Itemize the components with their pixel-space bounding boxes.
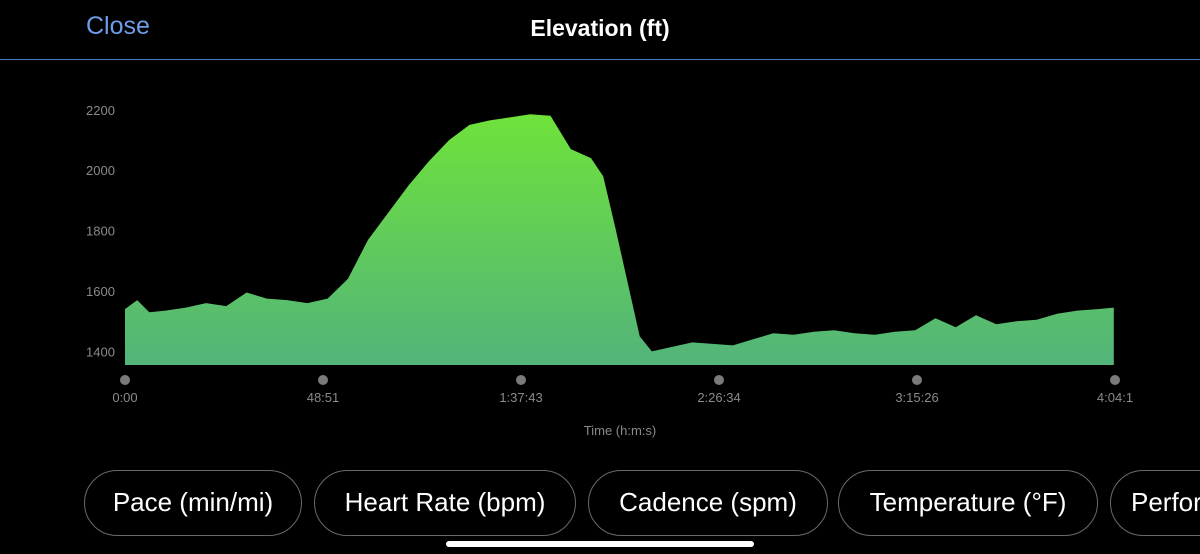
- performance-condition-pill[interactable]: Performance Condition: [1110, 470, 1200, 536]
- x-tick-dot: [516, 375, 526, 385]
- y-axis: 1400 1600 1800 2000 2200: [86, 103, 115, 360]
- x-tick-label: 0:00: [112, 390, 137, 405]
- x-tick-dot: [1110, 375, 1120, 385]
- close-button[interactable]: Close: [86, 12, 150, 40]
- metric-selector: Pace (min/mi) Heart Rate (bpm) Cadence (…: [0, 470, 1200, 540]
- x-tick-label: 4:04:1: [1097, 390, 1133, 405]
- x-tick-label: 3:15:26: [895, 390, 938, 405]
- x-tick-dot: [912, 375, 922, 385]
- heart-rate-pill[interactable]: Heart Rate (bpm): [314, 470, 576, 536]
- x-tick-dot: [120, 375, 130, 385]
- x-tick-label: 1:37:43: [499, 390, 542, 405]
- home-indicator: [446, 541, 754, 547]
- y-tick-label: 1400: [86, 344, 115, 359]
- navigation-bar: Close Elevation (ft): [0, 0, 1200, 60]
- x-tick-dot: [318, 375, 328, 385]
- cadence-pill[interactable]: Cadence (spm): [588, 470, 828, 536]
- temperature-pill[interactable]: Temperature (°F): [838, 470, 1098, 536]
- y-tick-label: 1600: [86, 284, 115, 299]
- page-title: Elevation (ft): [530, 15, 670, 41]
- x-axis: 0:00 48:51 1:37:43 2:26:34 3:15:26 4:04:1: [112, 375, 1133, 405]
- x-tick-dot: [714, 375, 724, 385]
- elevation-chart: 1400 1600 1800 2000 2200 0:00 48:51 1:37:43 2:2…: [86, 103, 1133, 438]
- y-tick-label: 1800: [86, 224, 115, 239]
- y-tick-label: 2200: [86, 103, 115, 118]
- pace-pill[interactable]: Pace (min/mi): [84, 470, 302, 536]
- x-axis-label: Time (h:m:s): [584, 423, 656, 438]
- elevation-area: [125, 114, 1114, 365]
- x-tick-label: 48:51: [307, 390, 340, 405]
- y-tick-label: 2000: [86, 163, 115, 178]
- x-tick-label: 2:26:34: [697, 390, 740, 405]
